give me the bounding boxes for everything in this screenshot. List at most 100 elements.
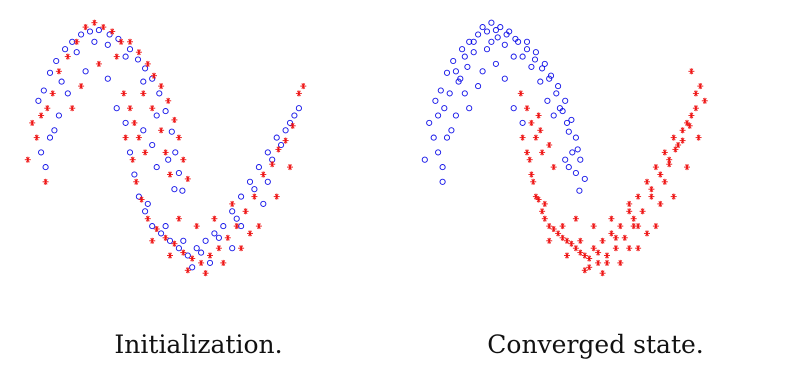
circle-point-1-72: [457, 75, 464, 82]
asterisk-point-1-66: [541, 200, 548, 207]
asterisk-point-1-22: [672, 146, 679, 153]
asterisk-point-0-21: [180, 156, 187, 163]
asterisk-point-0-37: [207, 252, 213, 259]
asterisk-point-1-20: [657, 171, 664, 178]
asterisk-point-0-64: [149, 105, 156, 112]
initialization-scatter-plot: [24, 19, 307, 277]
circle-point-0-59: [198, 249, 205, 256]
circle-point-0-38: [158, 230, 165, 237]
asterisk-point-1-67: [559, 223, 566, 230]
circle-point-1-17: [461, 90, 468, 97]
circle-point-1-57: [562, 97, 569, 104]
circle-point-1-45: [531, 56, 539, 63]
circle-point-1-75: [565, 164, 572, 171]
asterisk-point-1-64: [688, 112, 695, 119]
circle-point-1-77: [494, 34, 501, 41]
circle-point-1-33: [501, 75, 508, 82]
asterisk-point-0-12: [118, 38, 125, 45]
asterisk-point-0-65: [158, 127, 165, 134]
asterisk-point-1-2: [528, 119, 535, 126]
circle-point-1-62: [569, 149, 576, 156]
circle-point-1-71: [421, 156, 428, 163]
circle-point-1-22: [475, 31, 482, 38]
asterisk-point-0-39: [224, 234, 231, 241]
asterisk-point-0-32: [162, 234, 169, 241]
circle-point-0-26: [91, 38, 98, 45]
asterisk-point-1-51: [581, 252, 588, 259]
asterisk-point-0-72: [211, 215, 218, 222]
circle-point-1-12: [452, 68, 459, 75]
asterisk-point-1-16: [621, 234, 628, 241]
circle-point-0-43: [202, 237, 209, 244]
asterisk-point-1-72: [648, 186, 655, 193]
asterisk-point-0-70: [135, 134, 142, 141]
asterisk-point-1-28: [564, 252, 570, 259]
asterisk-point-0-7: [73, 38, 80, 45]
asterisk-point-0-15: [144, 60, 151, 67]
circle-point-0-34: [131, 171, 138, 178]
asterisk-point-1-59: [652, 164, 659, 171]
asterisk-point-1-5: [530, 178, 537, 185]
circle-point-0-18: [172, 149, 179, 156]
circle-point-0-30: [153, 112, 160, 119]
asterisk-point-0-58: [287, 164, 293, 171]
circle-point-1-11: [450, 57, 457, 65]
asterisk-point-0-25: [131, 119, 138, 126]
circle-point-0-40: [175, 245, 182, 252]
circle-point-1-25: [479, 68, 486, 75]
asterisk-point-1-8: [550, 226, 557, 232]
circle-point-1-28: [488, 38, 495, 45]
asterisk-point-0-48: [295, 90, 302, 97]
circle-point-0-12: [134, 56, 142, 63]
circle-point-1-56: [559, 108, 566, 115]
circle-point-0-4: [62, 46, 69, 53]
asterisk-point-0-26: [122, 134, 129, 141]
circle-point-1-69: [439, 178, 446, 185]
circle-point-1-18: [466, 38, 473, 45]
circle-point-0-13: [142, 65, 149, 72]
asterisk-point-1-56: [626, 208, 633, 215]
circle-point-1-73: [483, 46, 491, 53]
asterisk-point-1-63: [684, 119, 690, 126]
asterisk-point-0-61: [95, 60, 102, 67]
circle-point-0-74: [51, 127, 58, 134]
asterisk-point-1-41: [572, 215, 579, 222]
asterisk-point-1-0: [517, 90, 524, 97]
asterisk-point-0-31: [153, 226, 160, 232]
asterisk-point-0-66: [162, 149, 169, 156]
asterisk-point-1-78: [635, 223, 642, 230]
circle-point-1-19: [466, 105, 473, 112]
circle-point-0-51: [273, 134, 280, 141]
circle-point-1-61: [568, 116, 575, 123]
asterisk-point-0-33: [171, 240, 178, 247]
asterisk-point-1-42: [590, 223, 597, 230]
circle-point-0-61: [233, 215, 240, 222]
asterisk-point-0-18: [165, 97, 172, 104]
circle-point-1-16: [461, 53, 468, 60]
circle-point-0-11: [126, 46, 134, 53]
circle-point-0-20: [179, 187, 186, 194]
circle-point-0-68: [149, 141, 156, 149]
asterisk-point-1-76: [546, 142, 553, 148]
asterisk-point-1-77: [626, 245, 633, 252]
circle-point-1-3: [435, 112, 442, 119]
circle-point-0-1: [40, 87, 47, 94]
asterisk-point-1-75: [537, 127, 544, 134]
asterisk-point-1-61: [670, 134, 677, 141]
asterisk-point-0-67: [167, 171, 173, 178]
asterisk-point-0-44: [269, 161, 276, 168]
asterisk-point-1-70: [612, 234, 619, 241]
circle-point-1-1: [430, 134, 437, 141]
asterisk-point-0-49: [300, 83, 307, 90]
circle-point-1-21: [470, 49, 477, 56]
asterisk-point-1-34: [670, 193, 677, 200]
circle-point-0-42: [193, 245, 200, 252]
circle-point-0-69: [153, 164, 160, 171]
asterisk-point-1-18: [639, 208, 646, 215]
circle-point-1-76: [464, 63, 471, 70]
asterisk-point-1-58: [644, 178, 650, 185]
circle-point-0-65: [113, 105, 120, 112]
circle-point-1-8: [443, 134, 451, 141]
asterisk-point-0-55: [238, 245, 245, 252]
circle-point-1-63: [572, 134, 579, 141]
